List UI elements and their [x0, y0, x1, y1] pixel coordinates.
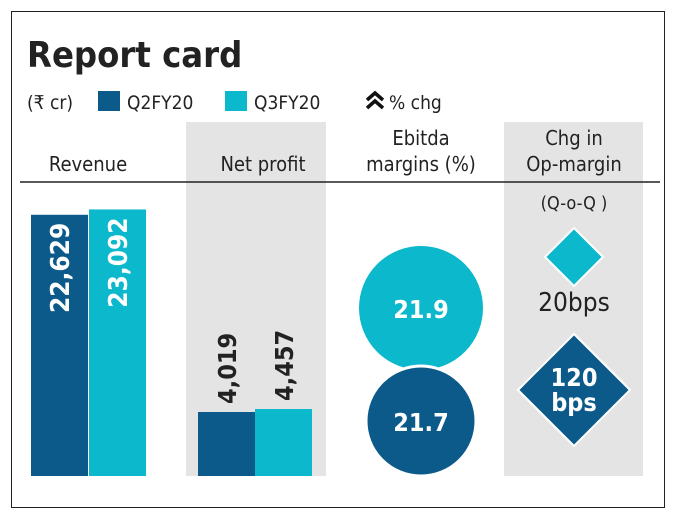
op-margin-diamond-q2 — [516, 332, 632, 448]
net-profit-bar-label: 4,457 — [270, 330, 299, 401]
page-title: Report card — [27, 35, 242, 76]
ebitda-header-line2: margins (%) — [366, 152, 476, 176]
double-chevron-up-icon — [365, 90, 385, 110]
net-profit-bar-q2fy20 — [198, 412, 255, 476]
op-margin-value-q3: 20bps — [538, 288, 610, 318]
net-profit-bar-label: 4,019 — [213, 333, 242, 404]
report-card — [11, 11, 665, 508]
ebitda-value-q3: 21.9 — [393, 295, 449, 324]
op-margin-header-line1: Chg in — [545, 126, 603, 150]
ebitda-circle-q2 — [364, 364, 478, 478]
net-profit-header: Net profit — [220, 152, 305, 176]
legend-swatch-q2 — [98, 91, 120, 111]
op-margin-diamond-q3 — [543, 226, 605, 288]
unit-label: (₹ cr) — [27, 92, 73, 114]
ebitda-value-q2: 21.7 — [393, 408, 449, 437]
legend-swatch-q3 — [225, 91, 247, 111]
op-margin-value-q2-line2: bps — [551, 388, 597, 417]
net-profit-bar-q3fy20 — [255, 409, 312, 476]
revenue-bar-label: 23,092 — [104, 217, 134, 307]
op-margin-subtitle: (Q-o-Q ) — [541, 193, 608, 214]
legend-label-q3: Q3FY20 — [254, 92, 320, 114]
revenue-header: Revenue — [49, 152, 127, 176]
legend-change-label: % chg — [389, 92, 442, 114]
revenue-bar-q2fy20 — [31, 214, 88, 476]
ebitda-header-line1: Ebitda — [392, 126, 449, 150]
op-margin-value-q2-line1: 120 — [551, 363, 598, 392]
legend-label-q2: Q2FY20 — [127, 92, 193, 114]
revenue-bar-q3fy20 — [89, 209, 146, 476]
op-margin-header-line2: Op-margin — [526, 152, 622, 176]
revenue-bar-label: 22,629 — [46, 223, 76, 313]
